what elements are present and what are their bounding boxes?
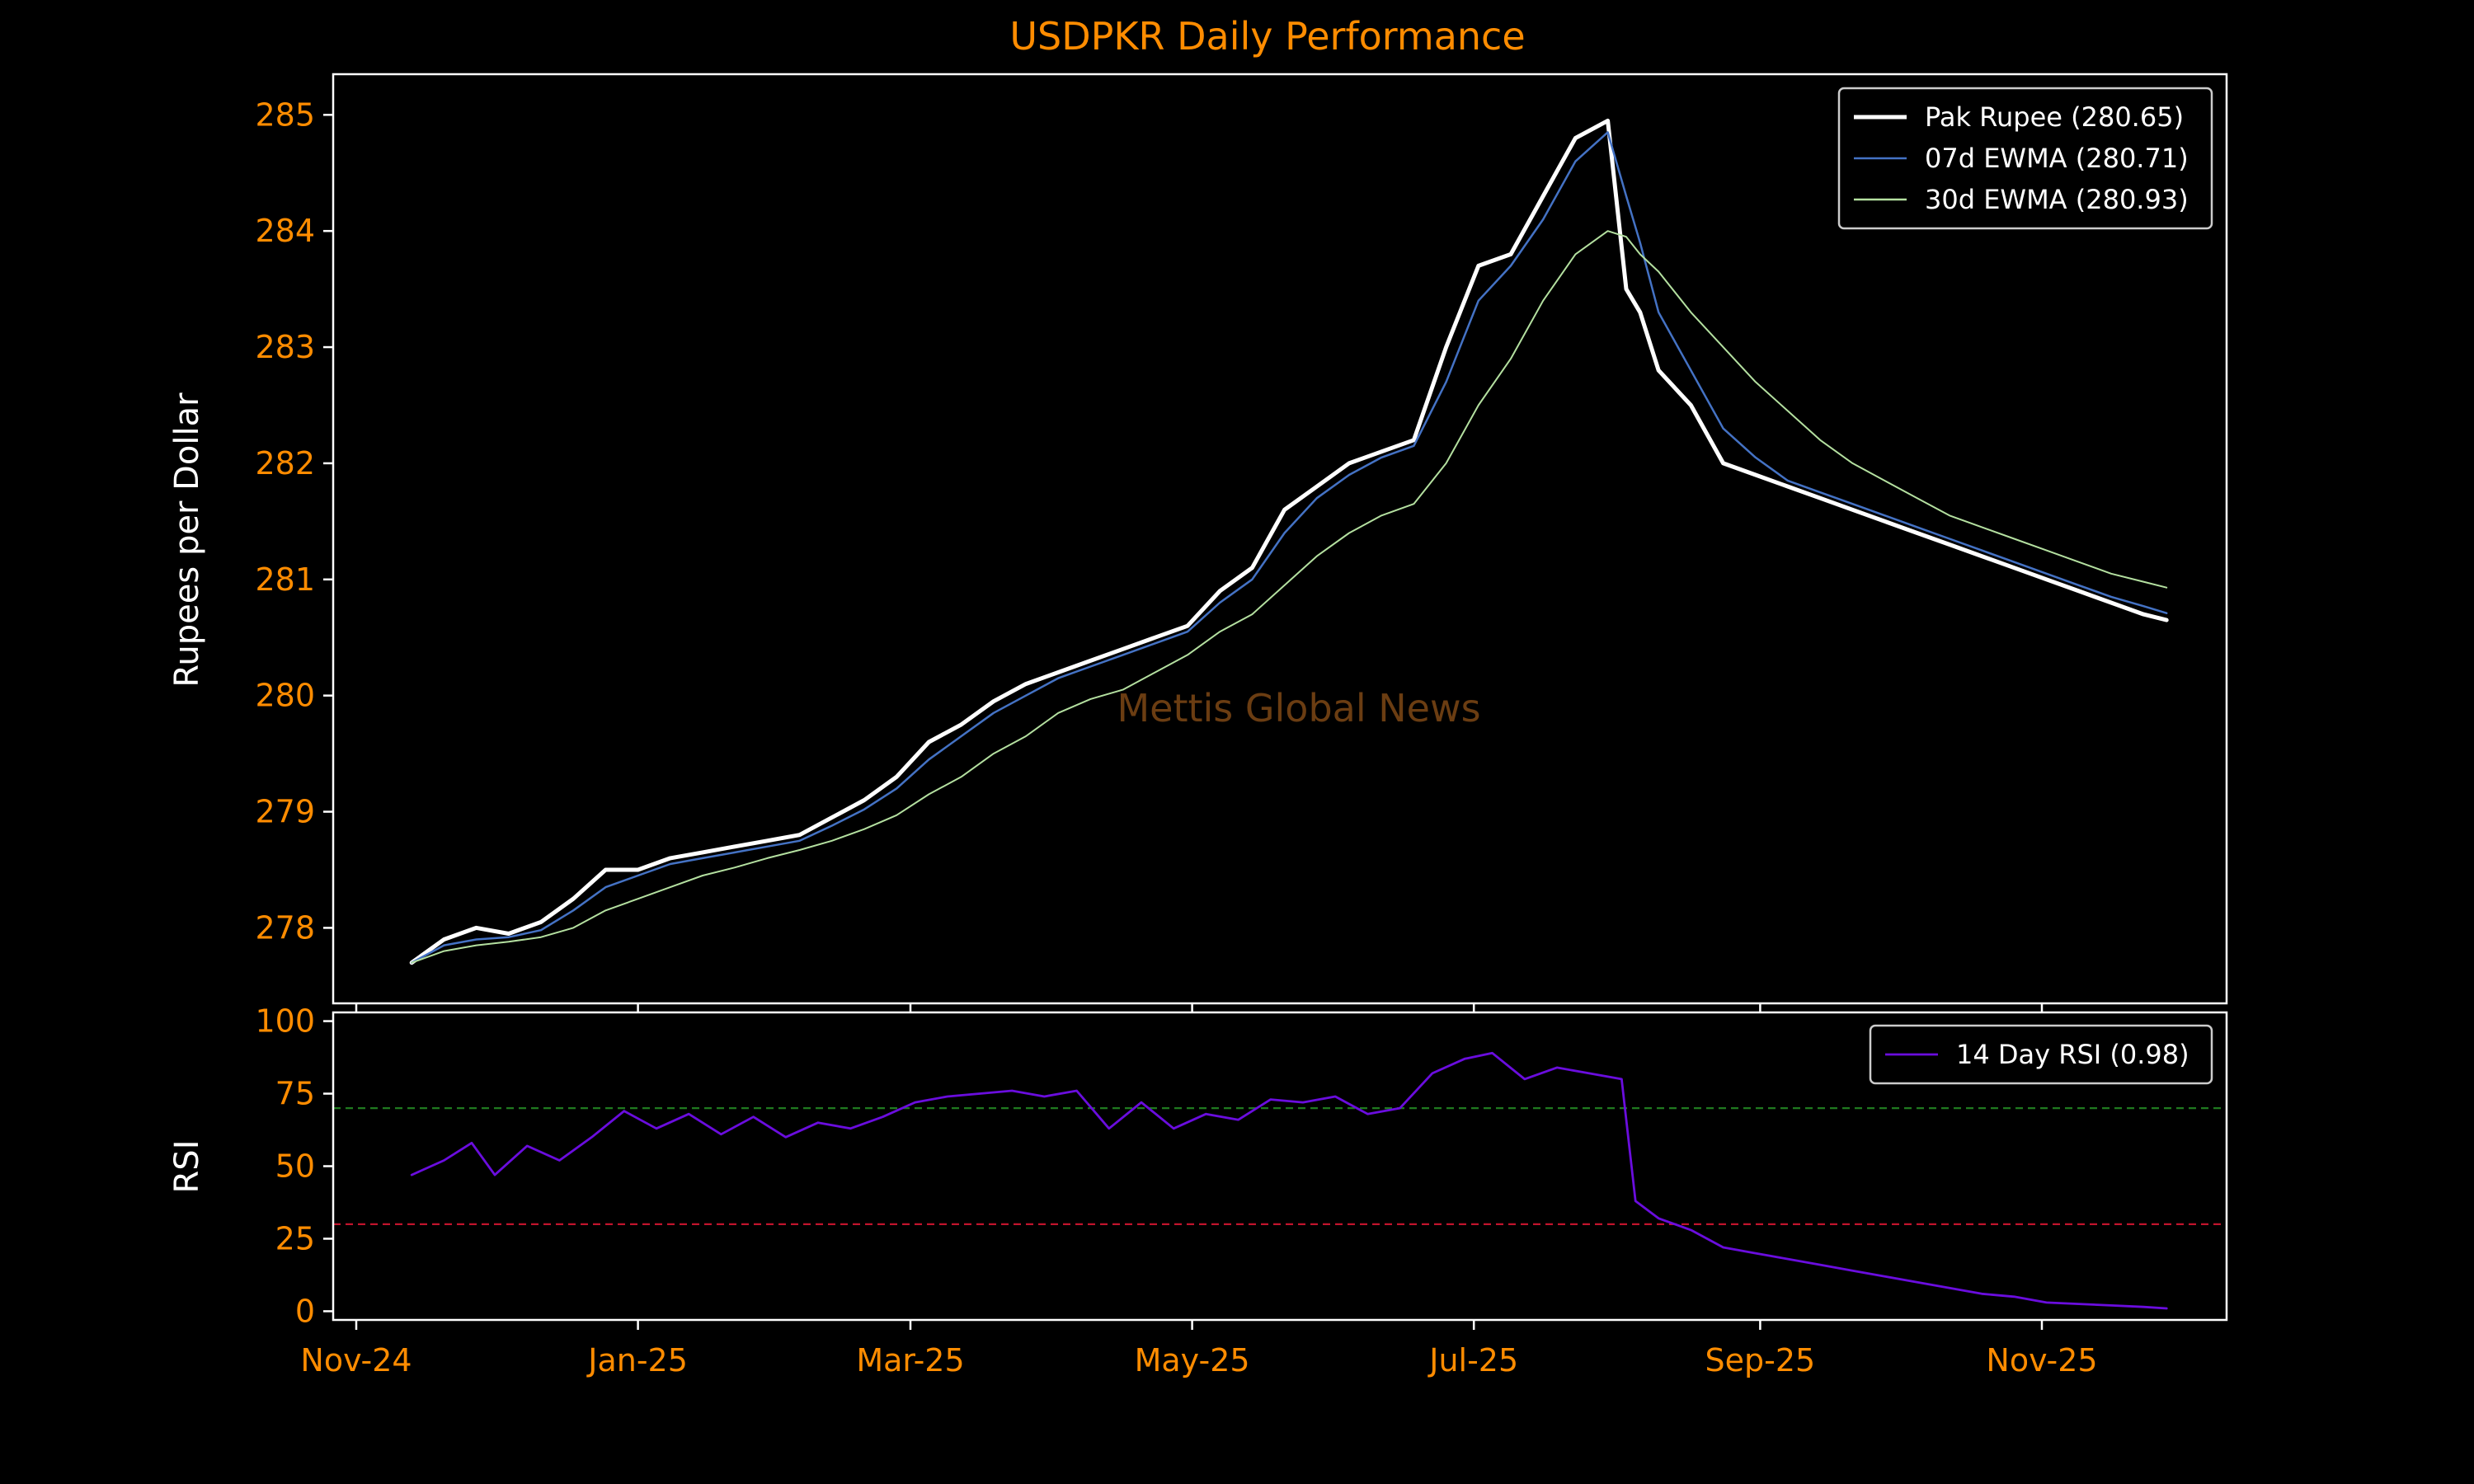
y-tick-label: 285 — [255, 96, 315, 133]
x-tick-label: Jan-25 — [586, 1342, 688, 1378]
y-tick-label: 50 — [275, 1148, 315, 1185]
price-panel: 278 279 280 281 282 283 284 285 Pak Rupee (280.6… — [255, 73, 2228, 1013]
y-tick-label: 281 — [255, 561, 315, 598]
legend-entry-label: 30d EWMA (280.93) — [1925, 184, 2189, 215]
series-line-ewma7 — [410, 131, 2168, 964]
y-tick-label: 280 — [255, 678, 315, 714]
y-axis-label-price: Rupees per Dollar — [168, 392, 206, 688]
x-tick-label: Jul-25 — [1427, 1342, 1518, 1378]
y-tick-label: 282 — [255, 445, 315, 481]
y-tick-label: 100 — [255, 1003, 315, 1040]
y-tick-label: 75 — [275, 1076, 315, 1112]
plot-frame — [332, 73, 2228, 1005]
x-tick-label: Sep-25 — [1705, 1342, 1816, 1378]
legend-box — [1837, 87, 2213, 230]
x-tick-label: Nov-24 — [300, 1342, 412, 1378]
y-tick-label: 279 — [255, 794, 315, 830]
series-line-ewma30 — [411, 230, 2168, 964]
legend-entry-label: 07d EWMA (280.71) — [1925, 143, 2189, 174]
y-axis-label-rsi: RSI — [168, 1140, 206, 1194]
rsi-panel: 0 25 50 75 100 Nov-24 Jan-25 Mar-25 May-25 Jul-25… — [255, 1003, 2228, 1378]
x-tick-label: May-25 — [1135, 1342, 1250, 1378]
legend: Pak Rupee (280.65) 07d EWMA (280.71) 30d E… — [1837, 87, 2213, 230]
y-tick-label: 0 — [295, 1293, 315, 1329]
y-tick-label: 25 — [275, 1220, 315, 1256]
watermark: Mettis Global News — [1117, 686, 1480, 730]
y-tick-label: 284 — [255, 213, 315, 249]
series-line-rsi — [410, 1051, 2168, 1310]
x-tick-label: Mar-25 — [856, 1342, 964, 1378]
series-line-rupee — [409, 118, 2169, 965]
y-tick-label: 283 — [255, 329, 315, 365]
x-tick-label: Nov-25 — [1986, 1342, 2097, 1378]
chart-title: USDPKR Daily Performance — [1009, 14, 1525, 59]
legend-entry-label: Pak Rupee (280.65) — [1925, 101, 2184, 133]
legend-box — [1869, 1024, 2213, 1085]
legend: 14 Day RSI (0.98) — [1869, 1024, 2213, 1085]
y-tick-label: 278 — [255, 909, 315, 946]
legend-entry-label: 14 Day RSI (0.98) — [1956, 1039, 2189, 1070]
